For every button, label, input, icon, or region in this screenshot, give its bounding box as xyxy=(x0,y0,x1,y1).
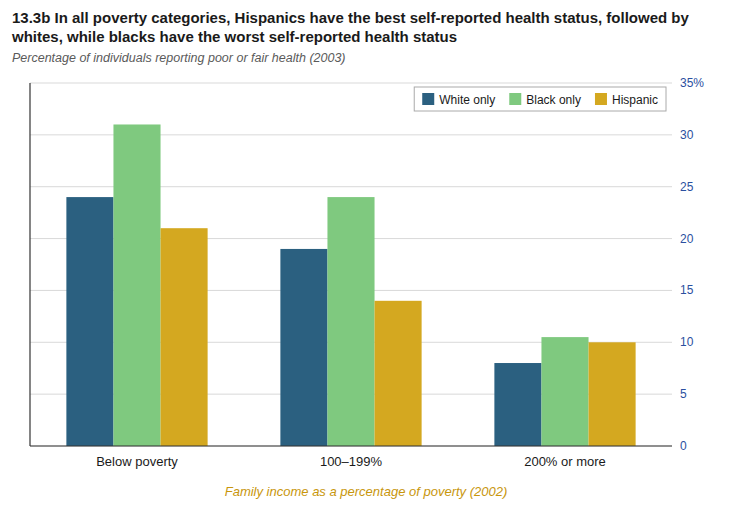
tick-label: 25 xyxy=(680,180,694,194)
grid xyxy=(30,83,672,446)
tick-label: 0 xyxy=(680,439,687,453)
bar xyxy=(66,197,113,446)
tick-label: 35% xyxy=(680,76,704,90)
tick-label: 15 xyxy=(680,283,694,297)
grid-line xyxy=(30,83,672,84)
bar xyxy=(280,249,327,446)
legend-box xyxy=(414,87,666,111)
category-label: 200% or more xyxy=(524,454,606,469)
bars xyxy=(66,124,635,446)
chart: 0 5 10 15 20 25 30 35% Below poverty 100–199% 200%… xyxy=(0,69,732,508)
tick-label: 20 xyxy=(680,232,694,246)
legend-swatch xyxy=(509,93,521,105)
legend-label: Black only xyxy=(526,93,581,107)
bar xyxy=(589,342,636,446)
legend: White only Black only Hispanic xyxy=(414,87,666,111)
tick-label: 30 xyxy=(680,128,694,142)
subtitle: Percentage of individuals reporting poor… xyxy=(12,51,720,65)
bar xyxy=(541,337,588,446)
bar xyxy=(375,301,422,446)
x-axis-label: Family income as a percentage of poverty… xyxy=(225,484,508,499)
tick-label: 10 xyxy=(680,335,694,349)
title: 13.3b In all poverty categories, Hispani… xyxy=(12,8,720,46)
category-label: Below poverty xyxy=(96,454,178,469)
category-label: 100–199% xyxy=(320,454,383,469)
legend-swatch xyxy=(422,93,434,105)
legend-label: Hispanic xyxy=(612,93,658,107)
bar xyxy=(161,228,208,446)
header: 13.3b In all poverty categories, Hispani… xyxy=(0,0,732,69)
legend-label: White only xyxy=(439,93,495,107)
bar xyxy=(494,363,541,446)
x-axis-line xyxy=(30,445,672,446)
bar xyxy=(113,124,160,446)
grid-line xyxy=(30,446,672,447)
y-axis-line xyxy=(29,83,30,446)
tick-label: 5 xyxy=(680,387,687,401)
bar xyxy=(327,197,374,446)
legend-swatch xyxy=(595,93,607,105)
